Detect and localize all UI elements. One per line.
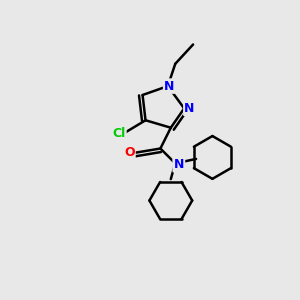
Text: O: O bbox=[124, 146, 134, 160]
Text: N: N bbox=[164, 80, 175, 93]
Text: N: N bbox=[184, 102, 195, 115]
Text: Cl: Cl bbox=[112, 127, 125, 140]
Text: N: N bbox=[174, 158, 184, 171]
